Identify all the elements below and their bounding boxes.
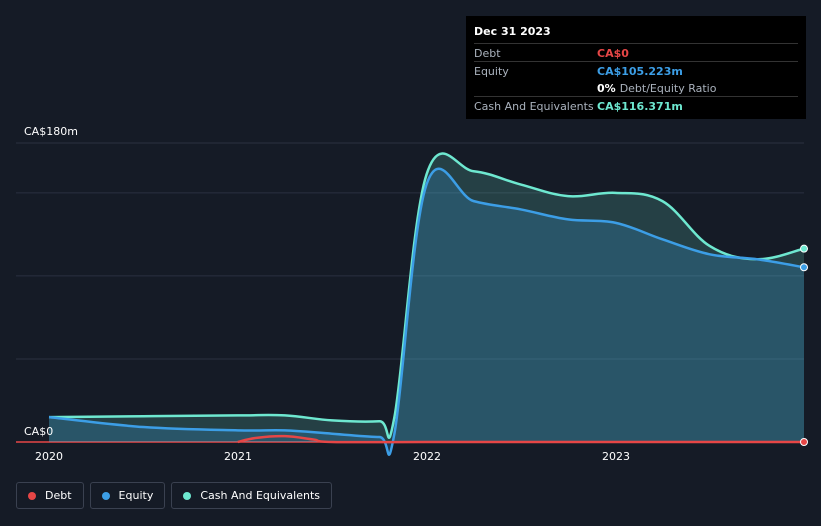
tooltip-label-debt: Debt xyxy=(474,46,501,60)
legend-dot-cash xyxy=(183,491,192,500)
equity-area xyxy=(49,168,804,455)
debt-line xyxy=(237,434,804,444)
x-tick-2023: 2023 xyxy=(602,450,630,463)
tooltip-label-cash: Cash And Equivalents xyxy=(474,99,594,113)
legend-label-cash: Cash And Equivalents xyxy=(200,489,320,502)
x-tick-2020: 2020 xyxy=(35,450,63,463)
tooltip-row-equity: Equity CA$105.223m xyxy=(474,61,798,79)
debt-end-point xyxy=(800,438,808,446)
equity-line xyxy=(48,167,805,456)
legend-dot-debt xyxy=(28,491,36,500)
legend-label-debt: Debt xyxy=(45,489,72,502)
legend-item-debt[interactable]: Debt xyxy=(16,482,84,509)
tooltip-row-cash: Cash And Equivalents CA$116.371m xyxy=(474,96,798,114)
x-tick-2021: 2021 xyxy=(224,450,252,463)
tooltip-row-debt: Debt CA$0 xyxy=(474,43,798,61)
legend-item-equity[interactable]: Equity xyxy=(89,482,166,509)
tooltip-row-ratio: 0% Debt/Equity Ratio xyxy=(474,79,798,96)
legend-label-equity: Equity xyxy=(118,489,154,502)
y-axis-max-label: CA$180m xyxy=(24,125,78,138)
y-axis-min-label: CA$0 xyxy=(24,425,54,438)
tooltip-value-ratio: 0% xyxy=(597,81,616,95)
tooltip-label-equity: Equity xyxy=(474,64,509,78)
tooltip: Dec 31 2023 Debt CA$0 Equity CA$105.223m… xyxy=(466,16,806,119)
tooltip-value-debt: CA$0 xyxy=(597,46,629,60)
legend-dot-equity xyxy=(101,491,110,500)
equity-end-point xyxy=(800,263,808,272)
legend-item-cash[interactable]: Cash And Equivalents xyxy=(171,482,332,509)
tooltip-ratio-suffix: Debt/Equity Ratio xyxy=(619,81,717,95)
x-tick-2022: 2022 xyxy=(413,450,441,463)
cash-and-equivalents-line xyxy=(48,152,805,439)
tooltip-value-equity: CA$105.223m xyxy=(597,64,683,78)
cash-and-equivalents-area xyxy=(49,153,804,442)
cash-and-equivalents-end-point xyxy=(800,244,808,253)
tooltip-value-cash: CA$116.371m xyxy=(597,99,683,113)
tooltip-date: Dec 31 2023 xyxy=(474,25,551,38)
legend: Debt Equity Cash And Equivalents xyxy=(16,482,332,509)
